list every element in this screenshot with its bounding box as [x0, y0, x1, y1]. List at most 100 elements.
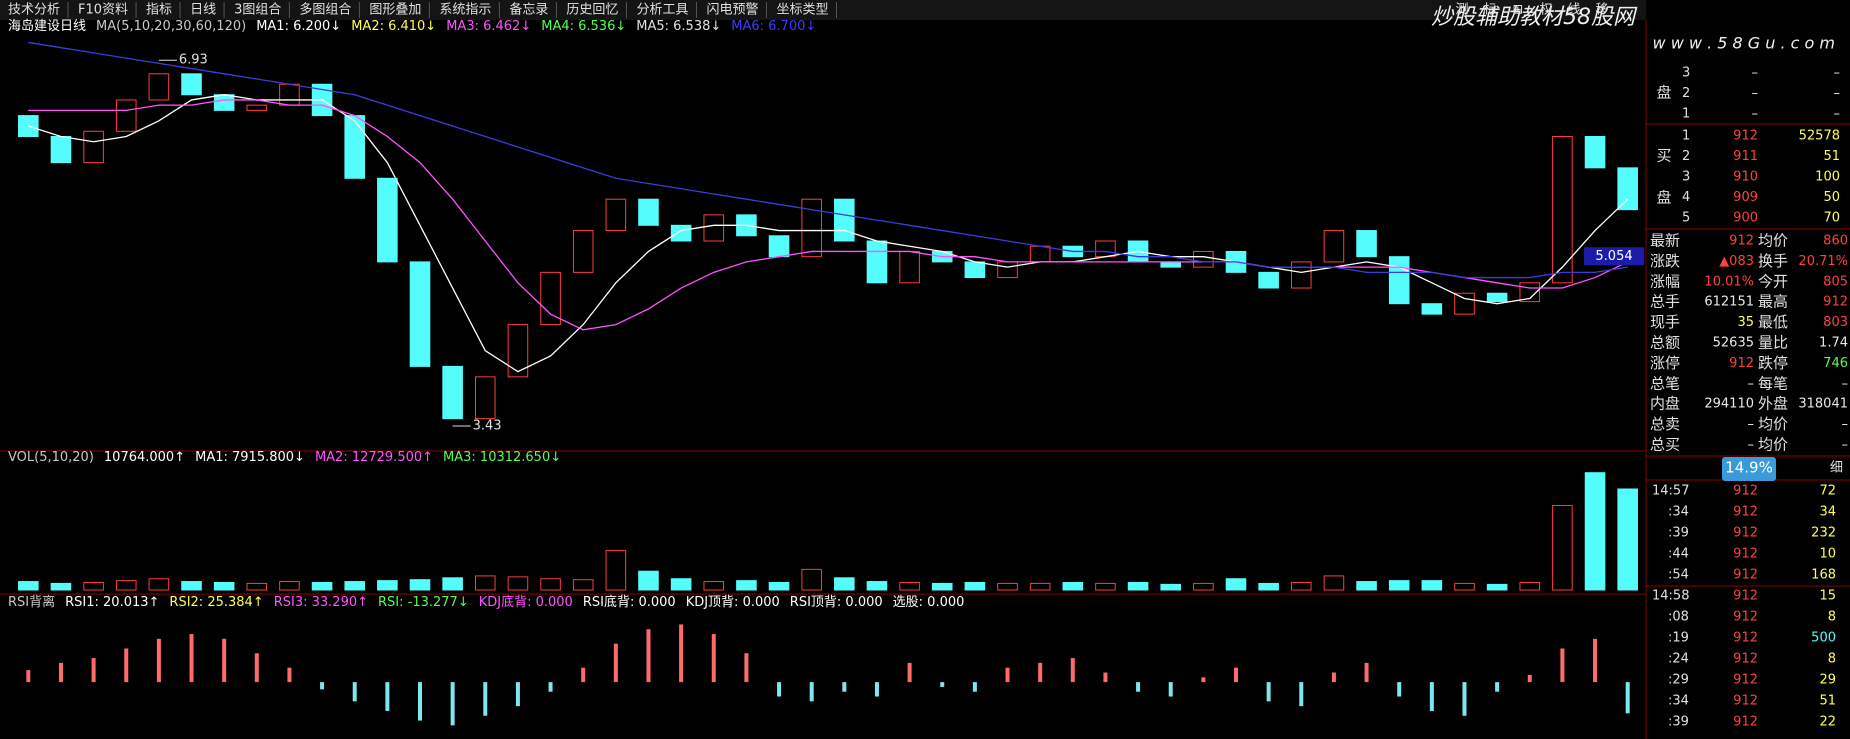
toolbar-button[interactable]: 历史回忆: [566, 2, 618, 18]
legend-item: MA3: 6.462↓: [446, 19, 531, 34]
rsi-bar: [26, 670, 31, 683]
stat-value: –: [1842, 417, 1849, 432]
rsi-bar: [1625, 682, 1630, 714]
toolbar-button[interactable]: 指标: [146, 3, 172, 18]
rsi-bar: [287, 667, 292, 683]
toolbar-button[interactable]: 系统指示: [439, 3, 491, 18]
legend-item: VOL(5,10,20): [8, 450, 94, 465]
toolbar-icon[interactable]: ⊞: [1513, 3, 1524, 18]
trade-volume: 232: [1811, 526, 1836, 541]
toolbar-button[interactable]: 日线: [190, 3, 216, 18]
stat-label: 总笔: [1650, 374, 1680, 392]
volume-bar: [1193, 582, 1214, 591]
candle-body: [50, 136, 72, 164]
detail-tab[interactable]: 细: [1830, 461, 1843, 476]
volume-bar: [572, 579, 594, 591]
stat-label: 均价: [1758, 436, 1788, 454]
rsi-bar: [450, 682, 455, 726]
toolbar-icon[interactable]: 权: [1539, 2, 1552, 18]
level: 5: [1682, 211, 1690, 226]
trade-price: 912: [1733, 694, 1758, 709]
candle-body: [507, 324, 529, 378]
rsi-bar: [124, 648, 129, 683]
rsi-bar: [1103, 672, 1108, 683]
trade-time: :29: [1668, 673, 1689, 688]
legend-item: RSI顶背: 0.000: [790, 595, 883, 610]
stat-value: 1.74: [1819, 336, 1848, 351]
trade-volume: 72: [1819, 484, 1836, 499]
rsi-bar: [418, 682, 422, 721]
stat-label: 涨停: [1650, 354, 1680, 372]
toolbar-button[interactable]: 多图组合: [299, 2, 351, 18]
legend-item: RSI背离: [8, 594, 55, 610]
badge: 14.9%: [1725, 459, 1773, 477]
volume: –: [1834, 106, 1841, 121]
rsi-bar: [548, 682, 553, 692]
toolbar-button[interactable]: F10资料: [78, 3, 128, 18]
low-label: 3.43: [473, 418, 502, 433]
trade-time: :39: [1668, 715, 1689, 730]
stat-label: 总额: [1650, 334, 1680, 352]
rsi-bar: [874, 682, 879, 697]
candle-body: [1356, 230, 1377, 258]
volume-bar: [1062, 581, 1084, 591]
stat-value: 860: [1823, 234, 1848, 249]
volume-bar: [1486, 583, 1508, 591]
rsi-bar: [581, 667, 586, 683]
stat-label: 每笔: [1758, 374, 1788, 392]
toolbar-button[interactable]: 3图组合: [234, 3, 281, 18]
rsi-bar: [189, 634, 194, 683]
toolbar-icon[interactable]: 标: [1483, 3, 1496, 18]
logo-url: w w w . 5 8 G u . c o m: [1653, 34, 1835, 53]
indicator-legend: VOL(5,10,20) 10764.000↑ MA1: 7915.800↓ MA2:…: [8, 450, 561, 465]
price: 900: [1733, 211, 1758, 226]
candle-body: [1519, 282, 1541, 303]
toolbar-icon[interactable]: 测: [1455, 3, 1468, 18]
rsi-bar: [1005, 667, 1010, 683]
trade-time: :39: [1668, 526, 1689, 541]
toolbar-button[interactable]: 坐标类型: [776, 3, 828, 18]
stat-value: 35: [1737, 315, 1754, 330]
trade-price: 912: [1733, 589, 1758, 604]
rsi-bar: [777, 682, 782, 697]
candle-body: [442, 365, 463, 420]
trade-volume: 22: [1819, 715, 1836, 730]
toolbar-button[interactable]: 备忘录: [509, 2, 548, 18]
rsi-bar: [1201, 677, 1206, 683]
stat-value: –: [1842, 376, 1849, 391]
volume-bar: [279, 581, 300, 591]
trade-price: 912: [1733, 610, 1758, 625]
candle-body: [409, 261, 431, 367]
rsi-bar: [1593, 638, 1598, 683]
trade-volume: 10: [1819, 547, 1836, 562]
toolbar-icon[interactable]: 线: [1567, 3, 1580, 18]
trade-volume: 8: [1828, 652, 1836, 667]
rsi-bar: [809, 682, 814, 702]
legend-item: RSI2: 25.384↑: [169, 595, 263, 610]
stat-value: 52635: [1713, 336, 1754, 351]
indicator-legend: 海岛建设日线 MA(5,10,20,30,60,120) MA1: 6.200↓ MA…: [8, 18, 816, 34]
trade-price: 912: [1733, 631, 1758, 646]
rsi-bar: [1070, 658, 1075, 683]
volume-bar: [768, 581, 790, 591]
price: 910: [1733, 170, 1758, 185]
legend-item: MA5: 6.538↓: [636, 19, 721, 34]
level: 4: [1682, 190, 1690, 205]
rsi-bar: [907, 662, 912, 683]
stat-value: 10.01%: [1704, 274, 1754, 289]
trade-price: 912: [1733, 547, 1758, 562]
volume-bar: [311, 581, 333, 591]
volume-bar: [474, 575, 496, 591]
legend-item: MA(5,10,20,30,60,120): [96, 19, 246, 34]
toolbar-icon[interactable]: 移: [1595, 3, 1608, 18]
candle-body: [1552, 136, 1573, 284]
toolbar-button[interactable]: 技术分析: [8, 3, 60, 18]
toolbar-button[interactable]: 图形叠加: [369, 3, 421, 18]
toolbar-button[interactable]: 分析工具: [636, 3, 688, 18]
volume-bar: [18, 581, 39, 591]
legend-item: RSI1: 20.013↑: [65, 595, 159, 610]
toolbar-button[interactable]: 闪电预警: [706, 2, 758, 18]
volume-bar: [1290, 581, 1312, 591]
stat-label: 总手: [1650, 293, 1680, 311]
